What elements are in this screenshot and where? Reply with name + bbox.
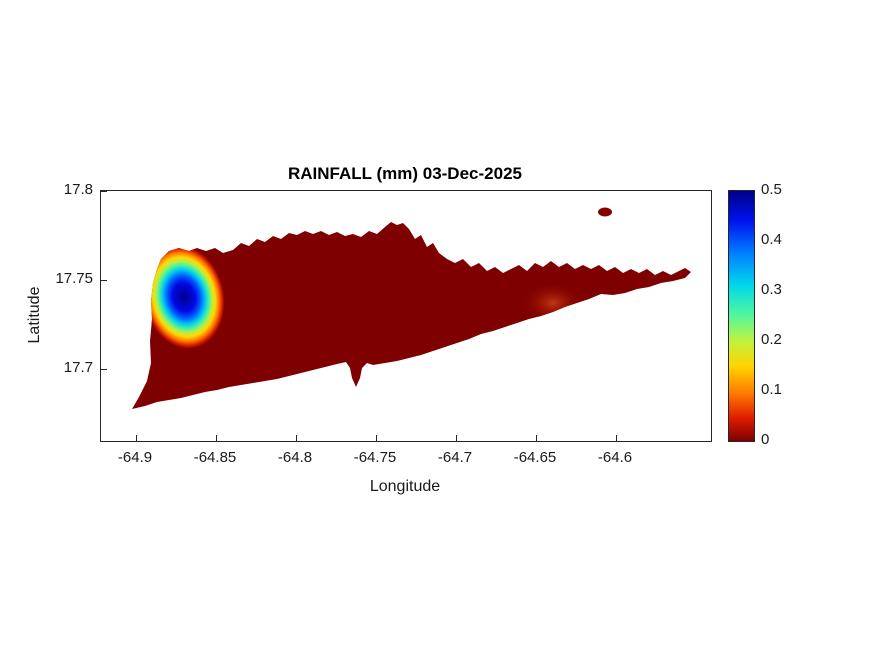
x-tick-label: -64.7 bbox=[437, 449, 473, 466]
colorbar-tick-label: 0.1 bbox=[761, 381, 782, 398]
island-shape bbox=[132, 222, 691, 409]
x-tick-mark bbox=[616, 435, 617, 441]
y-tick-mark bbox=[101, 280, 107, 281]
islet-shape bbox=[598, 207, 612, 217]
x-axis-label: Longitude bbox=[369, 478, 441, 495]
plot-area bbox=[100, 190, 712, 442]
chart-title: RAINFALL (mm) 03-Dec-2025 bbox=[288, 164, 522, 183]
x-tick-label: -64.8 bbox=[277, 449, 313, 466]
y-tick-mark bbox=[101, 369, 107, 370]
colorbar-tick-label: 0.2 bbox=[761, 331, 782, 348]
x-tick-label: -64.85 bbox=[193, 449, 237, 466]
y-tick-label: 17.75 bbox=[55, 270, 93, 287]
colorbar-tick-label: 0.3 bbox=[761, 281, 782, 298]
colorbar-tick-label: 0 bbox=[761, 431, 770, 448]
x-tick-mark bbox=[136, 435, 137, 441]
island-map bbox=[132, 207, 691, 409]
x-tick-label: -64.75 bbox=[353, 449, 397, 466]
x-tick-label: -64.6 bbox=[597, 449, 633, 466]
x-tick-label: -64.65 bbox=[513, 449, 557, 466]
x-tick-mark bbox=[296, 435, 297, 441]
x-tick-mark bbox=[376, 435, 377, 441]
colorbar-gradient bbox=[728, 190, 755, 442]
x-tick-mark bbox=[536, 435, 537, 441]
y-axis-label: Latitude bbox=[26, 286, 43, 344]
colorbar-tick-label: 0.5 bbox=[761, 181, 782, 198]
y-tick-label: 17.8 bbox=[63, 181, 93, 198]
y-tick-mark bbox=[101, 191, 107, 192]
x-tick-mark bbox=[216, 435, 217, 441]
x-tick-label: -64.9 bbox=[117, 449, 153, 466]
x-tick-mark bbox=[456, 435, 457, 441]
rain-hotspot-secondary bbox=[521, 282, 585, 324]
colorbar-tick-label: 0.4 bbox=[761, 231, 782, 248]
rain-hotspot-primary bbox=[143, 245, 225, 349]
y-tick-label: 17.7 bbox=[63, 359, 93, 376]
